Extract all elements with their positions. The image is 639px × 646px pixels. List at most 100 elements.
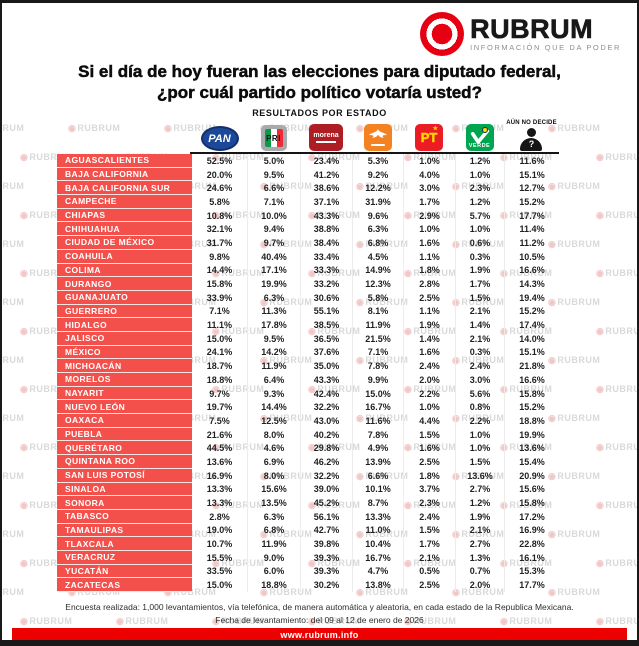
value-cell-mc: 11.0% [352,523,403,538]
value-cell-pan: 44.5% [206,443,233,454]
value-cell-pt: 3.7% [403,482,455,497]
table-row: SONORA 13.3% 13.5% 45.2% 8.7% 2.3% 1.2% 15.8% [57,496,559,510]
value-cell-verde: 2.1% [455,331,504,346]
state-name-cell: SINALOA [57,482,192,497]
value-cell-pan: 7.1% [209,306,230,317]
value-cell-pri: 15.6% [247,482,300,497]
value-cell-pan: 10.8% [206,210,233,221]
value-cell-mc: 8.1% [352,304,403,319]
state-name-cell: VERACRUZ [57,550,192,565]
value-cell-morena: 42.7% [300,523,352,538]
value-cell-morena: 38.8% [300,222,352,237]
value-cell-verde: 1.7% [455,277,504,291]
value-cell-mc: 6.8% [352,236,403,250]
value-cell-aun-no-decide: 14.3% [504,277,559,291]
value-cell-verde: 0.3% [455,249,504,264]
value-cell-mc: 6.6% [352,468,403,483]
value-cell-pri: 6.0% [247,564,300,579]
morena-label: morena [313,132,339,139]
value-cell-pri: 9.4% [247,222,300,237]
value-cell-mc: 15.0% [352,386,403,401]
subtitle: RESULTADOS POR ESTADO [252,108,387,118]
value-cell-morena: 37.6% [300,345,352,360]
pt-column-header: ★ PT [403,124,455,152]
table-row: BAJA CALIFORNIA 20.0% 9.5% 41.2% 9.2% 4.0% 1.0… [57,167,559,182]
pan-column-header: PAN [192,126,247,152]
value-cell-pt: 2.8% [403,277,455,291]
state-name-cell: GUANAJUATO [57,290,192,305]
survey-date-note: Fecha de levantamiento: del 09 al 12 de … [215,615,424,625]
value-cell-aun-no-decide: 11.2% [504,236,559,250]
value-cell-pt: 0.5% [403,564,455,579]
pri-column-header: PRI [247,125,300,152]
value-cell-pan: 24.1% [206,347,233,358]
value-cell-pan: 13.3% [206,498,233,509]
value-cell-pt: 1.1% [403,249,455,264]
value-cell-mc: 7.1% [352,345,403,360]
value-cell-pri: 6.9% [247,455,300,469]
value-cell-morena: 39.0% [300,482,352,497]
value-cell-pt: 4.4% [403,414,455,428]
value-cell-mc: 4.5% [352,249,403,264]
value-cell-pt: 1.4% [403,331,455,346]
value-cell-pri: 7.1% [247,195,300,209]
value-cell-aun-no-decide: 13.6% [504,441,559,456]
value-cell-morena: 33.3% [300,263,352,278]
state-name-cell: MORELOS [57,373,192,387]
table-row: NUEVO LEÓN 19.7% 14.4% 32.2% 16.7% 1.0% 0.8% 15… [57,400,559,415]
value-cell-pri: 6.4% [247,373,300,387]
value-cell-mc: 5.8% [352,290,403,305]
value-cell-pt: 1.0% [403,154,455,168]
value-cell-morena: 30.2% [300,578,352,592]
state-name-cell: TLAXCALA [57,537,192,551]
value-cell-verde: 1.4% [455,318,504,332]
value-cell-pt: 4.0% [403,167,455,182]
state-name-cell: BAJA CALIFORNIA SUR [57,181,192,196]
value-cell-verde: 5.7% [455,208,504,223]
rubrum-target-icon [420,12,465,56]
value-cell-verde: 2.1% [455,304,504,319]
value-cell-aun-no-decide: 15.1% [504,345,559,360]
value-cell-verde: 2.7% [455,537,504,551]
state-name-cell: NUEVO LEÓN [57,400,192,415]
value-cell-pri: 5.0% [247,154,300,168]
state-name-cell: GUERRERO [57,304,192,319]
value-cell-aun-no-decide: 10.5% [504,249,559,264]
value-cell-pri: 6.6% [247,181,300,196]
brand-tagline: INFORMACIÓN QUE DA PODER [470,43,621,52]
state-name-cell: QUINTANA ROO [57,455,192,469]
value-cell-pan: 33.9% [206,292,233,303]
value-cell-mc: 13.8% [352,578,403,592]
value-cell-pan: 9.8% [209,251,230,262]
value-cell-verde: 1.0% [455,427,504,442]
value-cell-verde: 0.7% [455,564,504,579]
table-row: GUANAJUATO 33.9% 6.3% 30.6% 5.8% 2.5% 1.5% 19.4… [57,290,559,305]
value-cell-aun-no-decide: 15.1% [504,167,559,182]
value-cell-pan: 15.8% [206,279,233,290]
state-name-cell: BAJA CALIFORNIA [57,167,192,182]
table-row: COAHUILA 9.8% 40.4% 33.4% 4.5% 1.1% 0.3% 10.5% [57,249,559,264]
verde-logo-icon: VERDE [465,124,494,151]
value-cell-pt: 2.5% [403,578,455,592]
value-cell-aun-no-decide: 14.0% [504,331,559,346]
value-cell-mc: 4.9% [352,441,403,456]
value-cell-pan: 33.5% [206,566,233,577]
value-cell-morena: 35.0% [300,359,352,373]
value-cell-pri: 40.4% [247,249,300,264]
value-cell-mc: 6.3% [352,222,403,237]
value-cell-verde: 1.0% [455,222,504,237]
value-cell-pt: 2.4% [403,359,455,373]
value-cell-mc: 31.9% [352,195,403,209]
value-cell-pri: 10.0% [247,208,300,223]
person-head [526,128,536,137]
value-cell-aun-no-decide: 17.7% [504,578,559,592]
value-cell-pt: 1.9% [403,318,455,332]
value-cell-morena: 39.3% [300,550,352,565]
table-row: CHIAPAS 10.8% 10.0% 43.3% 9.6% 2.9% 5.7% 17.7% [57,208,559,223]
table-row: MÉXICO 24.1% 14.2% 37.6% 7.1% 1.6% 0.3% 15.1% [57,345,559,360]
table-row: OAXACA 7.5% 12.5% 43.0% 11.6% 4.4% 2.2% 18.8% [57,414,559,428]
value-cell-morena: 33.2% [300,277,352,291]
table-row: YUCATÁN 33.5% 6.0% 39.3% 4.7% 0.5% 0.7% 15.3% [57,564,559,579]
state-name-cell: YUCATÁN [57,564,192,579]
value-cell-aun-no-decide: 17.7% [504,208,559,223]
